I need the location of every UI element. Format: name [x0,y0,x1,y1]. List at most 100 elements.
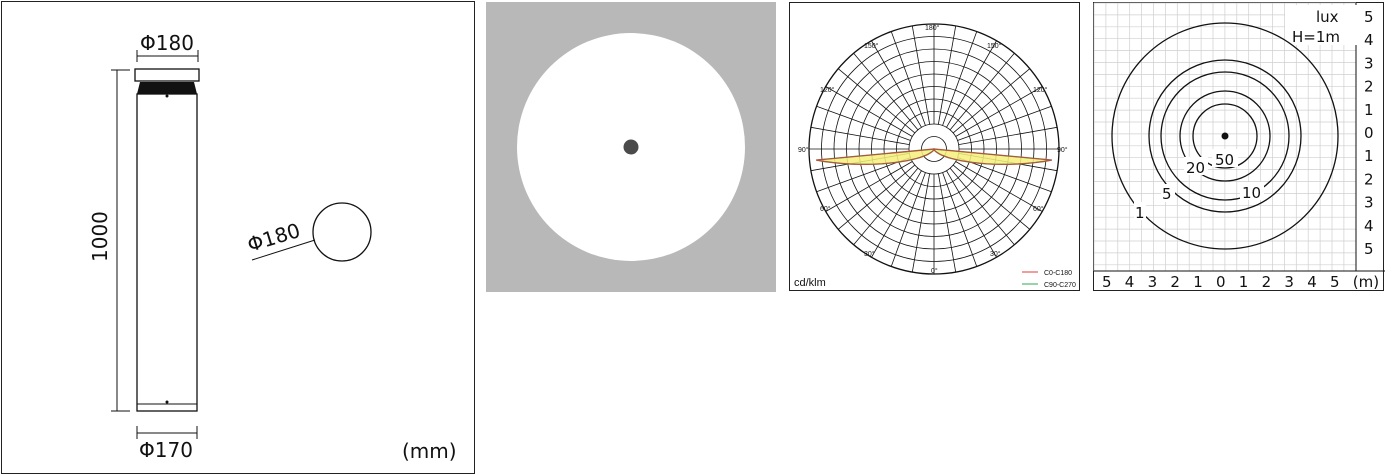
polar-spoke [942,31,978,126]
right-axis-tick: 1 [1364,147,1374,165]
right-axis-tick: 2 [1364,78,1374,96]
dimension-drawing: Φ180 1000 Φ170 Φ180 (mm) [88,31,457,463]
polar-spoke [837,68,916,134]
bottom-axis-tick: 3 [1148,273,1158,291]
contour-5-label: 5 [1162,185,1172,203]
contour-10-label: 10 [1242,184,1261,202]
top-diameter-label: Φ180 [140,31,194,55]
bottom-axis-tick: 0 [1216,273,1226,291]
angle-150-left-label: 150° [864,42,879,50]
lamp-head [137,82,197,94]
right-axis-tick: 5 [1364,8,1374,26]
dimension-drawing-panel: Φ180 1000 Φ170 Φ180 (mm) [1,1,475,474]
light-spread-view [517,33,745,261]
bottom-axis-tick: 1 [1239,273,1249,291]
angle-60-right-label: 60° [1033,205,1044,213]
right-axis: 5 4 3 2 1 0 1 2 3 4 5 [1364,8,1374,258]
polar-diagram: 180° 150° 150° 120° 120° 90° 90° 60° 60°… [794,23,1076,289]
bottom-axis-tick: 1 [1193,273,1203,291]
bottom-axis-tick: 3 [1284,273,1294,291]
light-spread-panel [486,2,776,292]
polar-spoke [949,167,1015,246]
polar-spoke [955,161,1043,212]
right-axis-tick: 1 [1364,101,1374,119]
polar-spoke [890,172,926,267]
polar-spoke [949,52,1015,131]
polar-diagram-panel: 180° 150° 150° 120° 120° 90° 90° 60° 60°… [789,2,1080,291]
right-axis-tick: 3 [1364,54,1374,72]
polar-spoke [911,173,931,273]
legend-c90-c270: C90-C270 [1044,282,1076,289]
center-dot [1221,132,1229,140]
polar-spoke [942,172,978,267]
lux-label: lux [1316,8,1339,26]
polar-grid [808,23,1060,275]
bottom-axis-tick: 5 [1102,273,1112,291]
height-label: 1000 [88,211,112,262]
bottom-axis: 5 4 3 2 1 0 1 2 3 4 5 (m) [1102,273,1379,291]
head-circle [312,202,372,262]
polar-spoke [853,167,919,246]
polar-spoke [825,86,913,137]
angle-90-right-label: 90° [1057,146,1068,154]
right-axis-tick: 4 [1364,217,1374,235]
angle-120-right-label: 120° [1033,86,1048,94]
contour-5 [1148,59,1302,213]
polar-spoke [837,164,916,230]
right-axis-tick: 4 [1364,31,1374,49]
angle-120-left-label: 120° [820,86,835,94]
angle-30-right-label: 30° [990,250,1001,258]
legend-c0-c180: C0-C180 [1044,270,1072,277]
polar-spoke [957,105,1052,141]
polar-spoke [816,105,911,141]
bottom-axis-tick: 2 [1170,273,1180,291]
right-axis-tick: 2 [1364,170,1374,188]
angle-60-left-label: 60° [820,205,831,213]
polar-spoke [958,126,1058,146]
contour-1 [1111,22,1339,250]
contour-50 [1192,103,1258,169]
bottom-axis-tick: (m) [1353,273,1379,291]
angle-30-left-label: 30° [864,250,875,258]
base-diameter-label: Φ170 [139,438,193,462]
units-label: (mm) [402,439,457,463]
polar-spoke [810,126,910,146]
polar-ring [921,136,947,162]
polar-spoke [853,52,919,131]
contour-20-label: 20 [1186,159,1205,177]
angle-0-label: 0° [931,267,938,275]
angle-150-right-label: 150° [987,42,1002,50]
polar-spoke [946,40,997,128]
contour-1-label: 1 [1135,204,1145,222]
bottom-axis-tick: 4 [1307,273,1317,291]
bottom-axis-tick: 5 [1330,273,1340,291]
c0-c180-curve [816,148,1052,165]
contour-10 [1160,71,1290,201]
bottom-axis-tick: 4 [1125,273,1135,291]
head-diameter-label: Φ180 [244,218,303,257]
right-axis-tick: 0 [1364,124,1374,142]
unit-label: cd/klm [794,277,826,289]
lamp-dot [623,139,639,155]
height-note: H=1m [1292,28,1340,46]
contour-20 [1179,90,1271,182]
polar-spoke [946,170,997,258]
polar-spoke [890,31,926,126]
angle-90-left-label: 90° [798,146,809,154]
polar-spoke [952,68,1031,134]
polar-spoke [825,161,913,212]
bottom-axis-tick: 2 [1262,273,1272,291]
polar-spoke [911,25,931,125]
polar-spoke [871,170,922,258]
angle-180-label: 180° [925,24,940,32]
right-axis-tick: 3 [1364,194,1374,212]
polar-spoke [952,164,1031,230]
polar-spoke [937,173,957,273]
lamp-cap [134,68,200,82]
polar-spoke [937,25,957,125]
lamp-body [136,93,198,412]
contour-50-label: 50 [1215,151,1234,169]
right-axis-tick: 5 [1364,240,1374,258]
